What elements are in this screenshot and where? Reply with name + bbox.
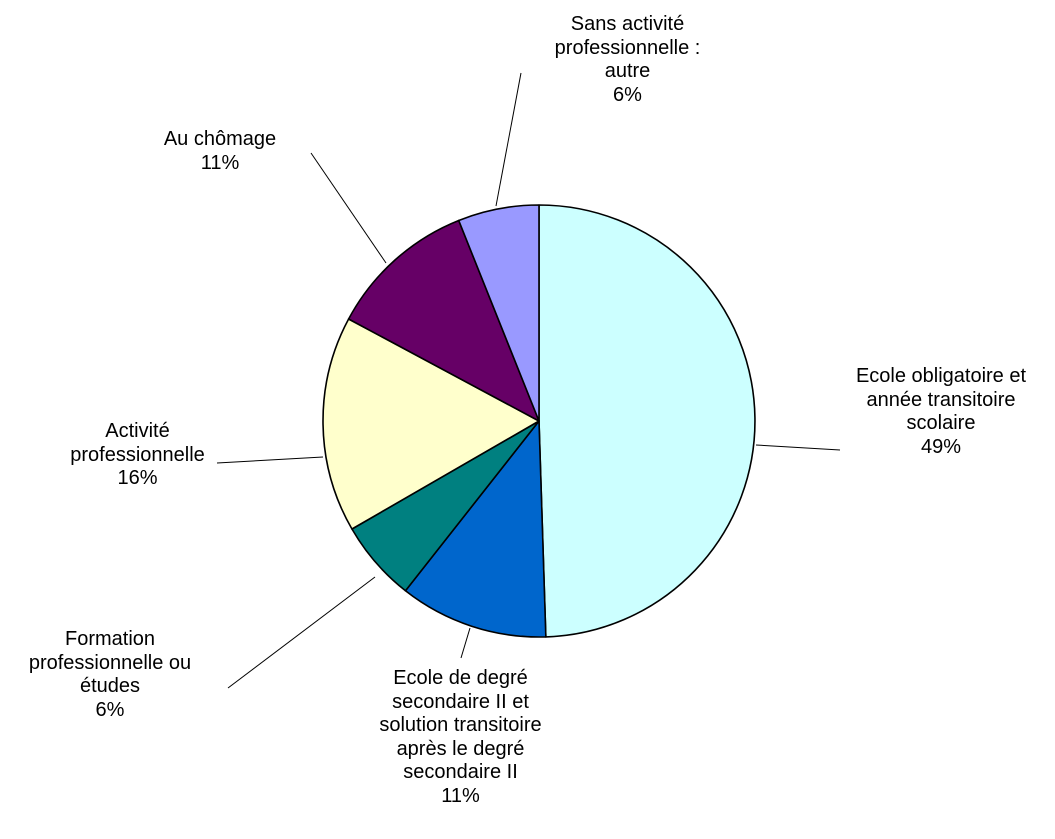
slice-value-label: 16% [117, 467, 158, 489]
leader-line-6 [495, 72, 522, 207]
slice-value-label: 49% [920, 435, 962, 458]
pie-slice-2 [404, 420, 547, 638]
leader-line-2 [460, 627, 471, 659]
pie-slice-5 [347, 219, 540, 422]
slice-label-text: Formation [64, 628, 156, 650]
leader-line-3 [227, 576, 376, 689]
slice-label-3: Formation professionnelle ou études 6% [5, 628, 215, 722]
slice-label-2: Ecole de degré secondaire II et solution t… [353, 667, 568, 808]
slice-label-text: Sans activité [570, 13, 685, 35]
pie-slice-6 [457, 204, 540, 422]
slice-value-label: 11% [441, 784, 480, 807]
slice-label-6: Sans activité professionnelle : autre 6% [520, 13, 735, 107]
slice-value-label: 11% [200, 151, 240, 174]
pie-slice-1 [538, 204, 756, 638]
slice-label-text: solution transitoire [379, 714, 542, 736]
leader-line-1 [755, 444, 841, 451]
slice-value-label: 6% [613, 83, 642, 106]
slice-label-1: Ecole obligatoire et année transitoire sco… [836, 365, 1046, 459]
slice-value-label: 6% [95, 698, 125, 721]
slice-label-text: secondaire II [403, 761, 518, 783]
slice-label-text: études [79, 675, 141, 697]
slice-label-5: Au chômage 11% [140, 128, 300, 175]
slice-label-4: Activité professionnelle 16% [50, 420, 225, 491]
slice-label-text: après le degré [396, 737, 525, 760]
leader-line-4 [216, 456, 324, 464]
slice-label-text: année transitoire [866, 388, 1016, 411]
slice-label-text: Ecole obligatoire et [855, 365, 1027, 387]
slice-label-text: professionnelle : [554, 36, 701, 59]
slice-label-text: scolaire [906, 412, 976, 434]
slice-label-text: professionnelle [70, 443, 205, 466]
slice-label-text: secondaire II et [392, 690, 529, 713]
slice-label-text: Activité [105, 420, 170, 442]
slice-label-text: autre [604, 60, 651, 82]
slice-label-text: professionnelle ou [28, 651, 192, 674]
pie-slice-4 [322, 318, 540, 530]
slice-label-text: Au chômage [163, 128, 277, 150]
leader-line-5 [310, 152, 387, 264]
slice-label-text: Ecole de degré [393, 667, 528, 689]
